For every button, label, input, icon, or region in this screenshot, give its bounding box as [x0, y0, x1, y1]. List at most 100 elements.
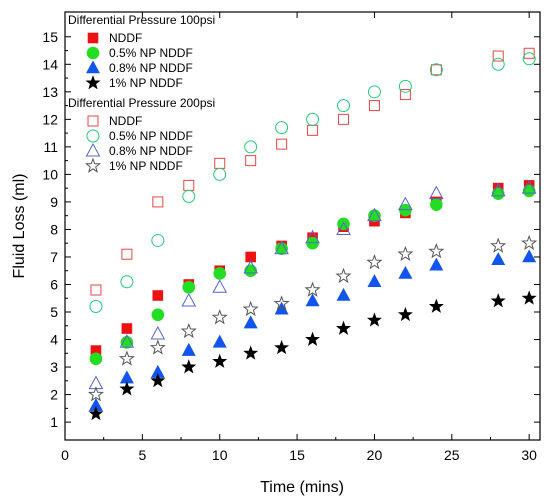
legend-entry-label: 0.8% NP NDDF	[109, 144, 193, 158]
data-point	[274, 240, 289, 255]
data-point	[366, 312, 382, 327]
data-point	[243, 259, 259, 274]
data-point	[120, 275, 134, 289]
legend-group-title: Differential Pressure 200psi	[68, 96, 215, 110]
data-point	[305, 229, 320, 244]
data-point	[305, 331, 321, 346]
legend-marker	[87, 32, 99, 44]
data-point	[336, 287, 351, 301]
data-point	[243, 315, 258, 329]
data-point	[212, 334, 227, 348]
data-point	[335, 267, 352, 284]
data-point	[522, 249, 537, 263]
data-point	[523, 47, 535, 59]
data-point	[276, 138, 288, 150]
data-point	[490, 237, 507, 253]
data-point	[428, 298, 444, 313]
data-point	[242, 300, 259, 317]
y-tick-label: 12	[42, 111, 58, 127]
data-point	[119, 381, 135, 396]
data-point	[337, 99, 351, 113]
data-point	[214, 157, 226, 169]
data-point	[368, 100, 380, 112]
data-point	[398, 79, 412, 93]
data-point	[87, 386, 104, 402]
data-point	[428, 243, 445, 259]
y-tick-label: 14	[42, 56, 58, 72]
data-point	[367, 85, 381, 99]
data-point	[306, 236, 319, 250]
y-tick-label: 2	[50, 387, 58, 403]
data-point	[491, 57, 505, 71]
data-point	[522, 184, 536, 198]
legend-entry-label: NDDF	[109, 31, 142, 45]
data-point	[490, 293, 506, 308]
x-tick-label: 20	[367, 447, 383, 463]
x-tick-label: 0	[61, 447, 69, 463]
y-tick-label: 6	[50, 276, 58, 292]
data-point	[88, 405, 104, 421]
data-point	[307, 124, 319, 136]
data-point	[273, 295, 290, 311]
data-point	[430, 198, 443, 211]
legend-marker	[84, 157, 102, 173]
data-point	[181, 342, 196, 356]
data-point	[430, 64, 442, 76]
data-point	[492, 50, 504, 62]
data-point	[151, 233, 165, 247]
data-point	[181, 292, 197, 307]
data-point	[118, 350, 135, 366]
legend-entry-label: 1% NP NDDF	[109, 159, 183, 173]
data-point	[522, 52, 536, 66]
y-tick-label: 1	[50, 414, 58, 430]
legend-marker	[85, 75, 101, 90]
data-point	[274, 301, 289, 315]
y-tick-label: 8	[50, 221, 58, 237]
data-point	[152, 196, 164, 208]
data-point	[213, 167, 227, 181]
y-tick-label: 5	[50, 304, 58, 320]
x-tick-label: 25	[444, 447, 460, 463]
data-point	[336, 320, 351, 335]
plot-area-frame	[64, 11, 541, 441]
data-point	[211, 309, 228, 325]
data-point	[244, 264, 257, 278]
legend-marker	[85, 142, 101, 157]
data-point	[397, 306, 413, 322]
data-point	[150, 325, 166, 340]
legend-entry-label: 1% NP NDDF	[109, 76, 183, 90]
data-point	[367, 207, 382, 222]
data-point	[429, 257, 444, 271]
legend-marker	[86, 129, 100, 143]
data-point	[182, 189, 196, 203]
legend-entry-label: 0.8% NP NDDF	[109, 61, 193, 75]
data-point	[274, 339, 290, 355]
data-point	[336, 221, 351, 235]
x-axis-label: Time (mins)	[260, 479, 344, 496]
y-axis-label: Fluid Loss (ml)	[11, 174, 28, 279]
data-point	[180, 322, 197, 339]
data-point	[305, 293, 320, 307]
data-point	[429, 63, 443, 77]
data-point	[398, 265, 413, 279]
series-100psi-star	[88, 290, 537, 421]
x-axis: 0 5 10 15 20 25 30	[61, 12, 537, 463]
data-point	[367, 274, 382, 288]
x-tick-label: 30	[521, 447, 537, 463]
data-point	[119, 334, 135, 348]
data-point	[399, 203, 412, 217]
y-tick-label: 11	[43, 139, 58, 155]
legend-entry-label: 0.5% NP NDDF	[109, 46, 193, 60]
y-tick-label: 10	[42, 166, 58, 182]
data-point	[521, 180, 537, 194]
data-point	[212, 279, 228, 293]
data-point	[521, 234, 538, 251]
y-tick-label: 15	[42, 29, 58, 45]
data-point	[181, 359, 197, 374]
series-200psi-circle	[89, 52, 536, 314]
legend-group-title: Differential Pressure 100psi	[68, 13, 215, 27]
data-point	[152, 290, 164, 301]
data-point	[338, 113, 350, 125]
